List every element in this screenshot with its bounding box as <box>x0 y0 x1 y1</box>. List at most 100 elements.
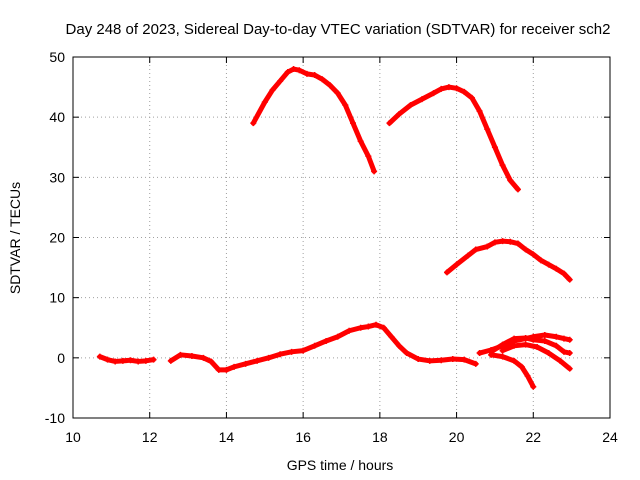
data-point <box>566 365 573 372</box>
data-point <box>334 90 341 97</box>
series-arc-8 <box>488 352 536 390</box>
data-point <box>541 337 548 344</box>
data-point <box>396 111 403 118</box>
data-point <box>265 354 272 361</box>
data-point <box>560 270 567 277</box>
data-point <box>566 276 573 283</box>
data-point <box>150 356 157 363</box>
data-point <box>357 324 364 331</box>
data-point <box>488 351 495 358</box>
data-point <box>403 350 410 357</box>
data-point <box>303 70 310 77</box>
data-point <box>142 357 149 364</box>
data-point <box>342 102 349 109</box>
data-point <box>300 347 307 354</box>
data-point <box>277 351 284 358</box>
data-point <box>388 333 395 340</box>
data-point <box>530 251 537 258</box>
data-point <box>350 120 357 127</box>
data-point <box>269 87 276 94</box>
data-point <box>491 239 498 246</box>
data-point <box>288 348 295 355</box>
data-point <box>373 321 380 328</box>
data-point <box>507 238 514 245</box>
data-point <box>188 353 195 360</box>
data-point <box>438 357 445 364</box>
data-point <box>357 138 364 145</box>
data-point <box>127 357 134 364</box>
plot-frame <box>72 56 611 419</box>
data-point <box>537 257 544 264</box>
data-point <box>419 96 426 103</box>
data-point <box>499 238 506 245</box>
data-point <box>484 243 491 250</box>
data-point <box>514 240 521 247</box>
data-point <box>438 85 445 92</box>
data-point <box>445 84 452 91</box>
data-point <box>541 331 548 338</box>
y-tick-label: -10 <box>45 410 65 426</box>
data-point <box>119 357 126 364</box>
data-point <box>507 177 514 184</box>
data-point <box>553 342 560 349</box>
data-point <box>430 90 437 97</box>
data-point <box>534 344 541 351</box>
data-point <box>231 363 238 370</box>
data-point <box>499 162 506 169</box>
data-point <box>518 363 525 370</box>
data-point <box>453 85 460 92</box>
data-point <box>461 356 468 363</box>
data-point <box>511 335 518 342</box>
data-point <box>499 341 506 348</box>
data-point <box>522 341 529 348</box>
data-point <box>396 342 403 349</box>
x-axis-label: GPS time / hours <box>287 457 394 473</box>
data-point <box>250 120 257 127</box>
data-point <box>319 76 326 83</box>
data-point <box>476 108 483 115</box>
data-point <box>346 327 353 334</box>
data-point <box>242 360 249 367</box>
data-point <box>560 335 567 342</box>
y-tick-label: 20 <box>49 230 65 246</box>
series-arc-3 <box>250 66 377 174</box>
data-point <box>476 350 483 357</box>
tick-labels: 10 12 14 16 18 20 22 24 -10 0 10 20 30 40 50 <box>45 49 618 445</box>
data-point <box>553 265 560 272</box>
data-point <box>499 353 506 360</box>
y-tick-label: 40 <box>49 109 65 125</box>
data-point <box>104 356 111 363</box>
data-point <box>514 186 521 193</box>
data-point <box>461 88 468 95</box>
data-point <box>323 337 330 344</box>
data-point <box>380 324 387 331</box>
data-point <box>530 383 537 390</box>
data-point <box>167 357 174 364</box>
x-tick-label: 20 <box>449 429 465 445</box>
data-point <box>468 94 475 101</box>
data-point <box>524 372 531 379</box>
x-tick-label: 18 <box>372 429 388 445</box>
data-point <box>334 333 341 340</box>
series-arc-4 <box>386 84 521 192</box>
data-point <box>215 366 222 373</box>
data-point <box>560 348 567 355</box>
data-point <box>522 246 529 253</box>
chart-title: Day 248 of 2023, Sidereal Day-to-day VTE… <box>66 21 611 38</box>
data-point <box>311 342 318 349</box>
data-point <box>386 120 393 127</box>
data-point <box>472 246 479 253</box>
data-point <box>365 153 372 160</box>
data-point <box>326 82 333 89</box>
data-point <box>443 269 450 276</box>
y-tick-label: 30 <box>49 169 65 185</box>
data-point <box>415 356 422 363</box>
data-point <box>200 354 207 361</box>
data-point <box>484 126 491 133</box>
data-point <box>472 360 479 367</box>
data-point <box>365 323 372 330</box>
data-point <box>284 69 291 76</box>
data-point <box>426 357 433 364</box>
